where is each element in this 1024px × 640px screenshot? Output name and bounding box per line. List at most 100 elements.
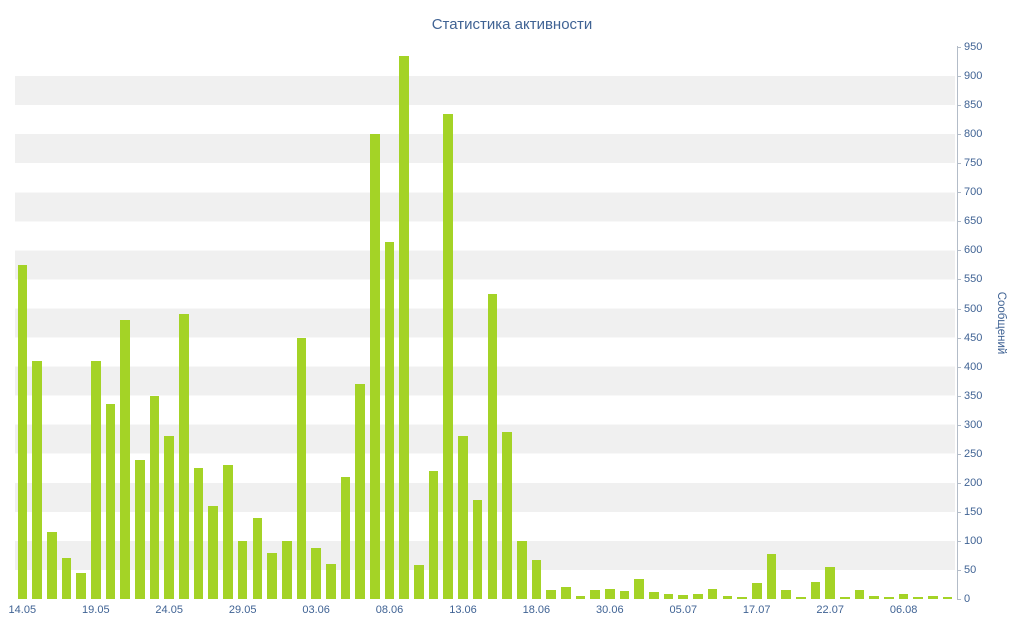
bar[interactable]: [516, 540, 527, 599]
bar[interactable]: [795, 596, 806, 599]
y-axis-tick: [957, 511, 961, 513]
bar[interactable]: [443, 113, 454, 599]
bar[interactable]: [384, 241, 395, 599]
bar[interactable]: [252, 517, 263, 599]
bar[interactable]: [237, 540, 248, 599]
y-axis-tick: [957, 105, 961, 107]
bar[interactable]: [502, 431, 512, 599]
y-axis-tick: [957, 47, 961, 48]
bar[interactable]: [722, 596, 733, 599]
bar[interactable]: [105, 404, 116, 599]
bar[interactable]: [840, 597, 850, 599]
bar[interactable]: [678, 594, 689, 599]
bar[interactable]: [560, 587, 571, 599]
bar[interactable]: [458, 436, 468, 599]
x-axis-label: 13.06: [449, 604, 477, 616]
bar[interactable]: [296, 337, 307, 599]
y-axis-tick: [957, 599, 961, 600]
y-axis-tick-label: 150: [964, 505, 983, 518]
bar[interactable]: [531, 559, 542, 599]
bar[interactable]: [913, 597, 924, 599]
bar[interactable]: [32, 360, 42, 599]
bar[interactable]: [311, 547, 321, 599]
bar[interactable]: [751, 582, 762, 599]
y-axis-tick: [957, 134, 961, 136]
y-axis-tick: [957, 482, 961, 484]
y-axis-tick-label: 800: [964, 128, 983, 141]
y-axis-tick: [957, 308, 961, 310]
x-axis-label: 17.07: [742, 604, 771, 616]
bar[interactable]: [399, 55, 410, 599]
bar[interactable]: [810, 581, 821, 599]
bar[interactable]: [164, 436, 175, 599]
bar[interactable]: [487, 293, 498, 599]
y-axis-tick-label: 200: [964, 476, 983, 489]
bar[interactable]: [546, 590, 556, 599]
y-axis-line: [957, 46, 958, 600]
y-axis-tick: [957, 221, 961, 223]
bar[interactable]: [223, 465, 233, 599]
y-axis-tick-label: 350: [964, 389, 983, 402]
bar[interactable]: [707, 588, 718, 599]
bar[interactable]: [781, 590, 791, 599]
bar[interactable]: [46, 532, 57, 599]
y-axis-tick: [957, 569, 961, 571]
x-axis-label: 05.07: [669, 604, 698, 616]
bar[interactable]: [928, 595, 938, 599]
bar[interactable]: [693, 594, 703, 599]
bar[interactable]: [898, 594, 909, 599]
bar[interactable]: [575, 596, 586, 599]
y-axis-tick-label: 50: [964, 563, 977, 576]
y-axis-tick-label: 400: [964, 360, 983, 373]
bar[interactable]: [766, 553, 777, 599]
y-axis-tick: [957, 366, 961, 368]
bar[interactable]: [135, 459, 145, 599]
bar[interactable]: [663, 594, 674, 599]
bar[interactable]: [942, 597, 953, 599]
bar[interactable]: [208, 506, 219, 599]
bar[interactable]: [61, 558, 72, 599]
bar[interactable]: [120, 320, 130, 599]
bar[interactable]: [90, 360, 101, 599]
x-axis-label: 18.06: [522, 604, 551, 616]
y-axis-tick-label: 850: [964, 99, 983, 112]
y-axis-tick-label: 950: [964, 41, 983, 53]
y-axis-tick: [957, 424, 961, 426]
y-axis-tick: [957, 337, 961, 339]
bar[interactable]: [281, 540, 292, 599]
y-axis-tick-label: 900: [964, 70, 983, 83]
bar[interactable]: [634, 578, 645, 599]
bar[interactable]: [825, 567, 835, 599]
bar[interactable]: [619, 590, 630, 599]
x-axis-label: 29.05: [228, 604, 257, 616]
bar[interactable]: [884, 596, 894, 599]
x-axis-label: 06.08: [889, 604, 918, 616]
y-axis-tick: [957, 540, 961, 542]
bar[interactable]: [590, 590, 600, 599]
bar[interactable]: [370, 134, 380, 599]
bar[interactable]: [76, 572, 86, 599]
y-axis-tick-label: 500: [964, 302, 983, 315]
bar[interactable]: [737, 597, 747, 599]
bar[interactable]: [17, 264, 28, 599]
bar[interactable]: [605, 588, 615, 599]
y-axis-tick: [957, 163, 961, 165]
bar[interactable]: [267, 552, 277, 599]
bar[interactable]: [472, 500, 483, 599]
bar[interactable]: [355, 384, 365, 599]
bar[interactable]: [869, 595, 880, 599]
x-axis-label: 30.06: [596, 604, 624, 616]
bar[interactable]: [854, 590, 865, 599]
y-axis-tick-label: 750: [964, 157, 983, 170]
bar[interactable]: [179, 314, 189, 599]
bar[interactable]: [325, 564, 336, 599]
bar[interactable]: [149, 395, 160, 599]
bar[interactable]: [340, 477, 351, 599]
bar[interactable]: [414, 565, 424, 599]
bar[interactable]: [193, 468, 204, 599]
y-axis-tick-label: 100: [964, 534, 983, 547]
x-axis-label: 19.05: [82, 604, 110, 616]
y-axis-tick-label: 450: [964, 331, 983, 344]
bar[interactable]: [649, 592, 659, 599]
bar[interactable]: [428, 471, 439, 599]
